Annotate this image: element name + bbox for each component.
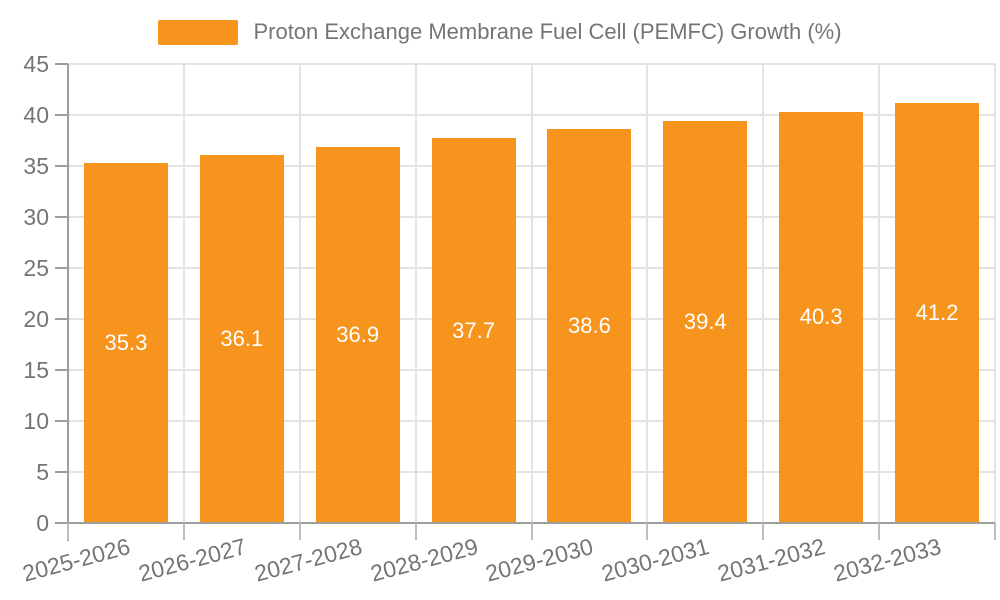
x-axis-tick	[878, 523, 881, 540]
y-axis-tick	[55, 522, 68, 524]
bar[interactable]	[431, 138, 516, 523]
x-axis-tick	[414, 523, 417, 540]
horizontal-gridline	[68, 471, 995, 473]
vertical-gridline	[762, 64, 765, 523]
horizontal-gridline	[68, 369, 995, 371]
bar[interactable]	[199, 154, 284, 523]
x-axis-tick	[762, 523, 765, 540]
x-axis-tick	[530, 523, 533, 540]
y-axis-label: 25	[23, 255, 49, 281]
legend-color-swatch	[158, 19, 239, 45]
y-axis-tick	[55, 216, 68, 218]
horizontal-gridline	[68, 165, 995, 167]
bar[interactable]	[83, 162, 168, 523]
y-axis-label: 35	[23, 153, 49, 179]
y-axis-label: 20	[23, 306, 49, 332]
vertical-gridline	[646, 64, 649, 523]
vertical-gridline	[182, 64, 185, 523]
bar-value-label: 35.3	[104, 329, 148, 355]
y-axis-tick	[55, 420, 68, 422]
x-axis-tick	[67, 523, 69, 540]
vertical-gridline	[530, 64, 533, 523]
x-axis-tick	[182, 523, 185, 540]
bar-value-label: 41.2	[915, 299, 959, 325]
y-axis-tick	[55, 369, 68, 371]
vertical-gridline	[994, 64, 996, 523]
vertical-gridline	[298, 64, 301, 523]
vertical-gridline	[414, 64, 417, 523]
y-axis-line	[67, 64, 69, 541]
bar-value-label: 38.6	[568, 313, 611, 339]
y-axis-label: 30	[23, 204, 49, 230]
bar[interactable]	[663, 121, 748, 523]
bar-value-label: 36.9	[336, 321, 380, 347]
y-axis-tick	[55, 267, 68, 269]
y-axis-tick	[55, 318, 68, 320]
bar-value-label: 36.1	[220, 325, 264, 351]
x-axis-tick	[646, 523, 649, 540]
bar[interactable]	[547, 129, 632, 523]
horizontal-gridline	[68, 267, 995, 269]
horizontal-gridline	[68, 318, 995, 320]
y-axis-label: 45	[23, 51, 49, 77]
y-axis-label: 0	[36, 510, 49, 536]
x-axis-line	[55, 522, 995, 524]
y-axis-label: 5	[36, 459, 49, 485]
legend-label: Proton Exchange Membrane Fuel Cell (PEMF…	[253, 19, 842, 44]
y-axis-tick	[55, 165, 68, 167]
bar-value-label: 37.7	[452, 317, 495, 343]
y-axis-label: 15	[23, 357, 49, 383]
bar[interactable]	[315, 146, 400, 523]
horizontal-gridline	[68, 216, 995, 218]
horizontal-gridline	[68, 63, 995, 65]
y-axis-tick	[55, 471, 68, 473]
horizontal-gridline	[68, 114, 995, 116]
horizontal-gridline	[68, 420, 995, 422]
x-axis-tick	[298, 523, 301, 540]
legend: Proton Exchange Membrane Fuel Cell (PEMF…	[0, 17, 1000, 47]
y-axis-label: 10	[23, 408, 49, 434]
y-axis-label: 40	[23, 102, 49, 128]
bar-value-label: 39.4	[683, 309, 727, 335]
y-axis-tick	[55, 114, 68, 116]
bar-value-label: 40.3	[799, 304, 843, 330]
vertical-gridline	[878, 64, 881, 523]
bar[interactable]	[779, 111, 864, 523]
x-axis-tick	[994, 523, 996, 540]
y-axis-tick	[55, 63, 68, 65]
legend-item-pemfc-growth[interactable]: Proton Exchange Membrane Fuel Cell (PEMF…	[158, 19, 842, 45]
bar[interactable]	[895, 102, 980, 523]
